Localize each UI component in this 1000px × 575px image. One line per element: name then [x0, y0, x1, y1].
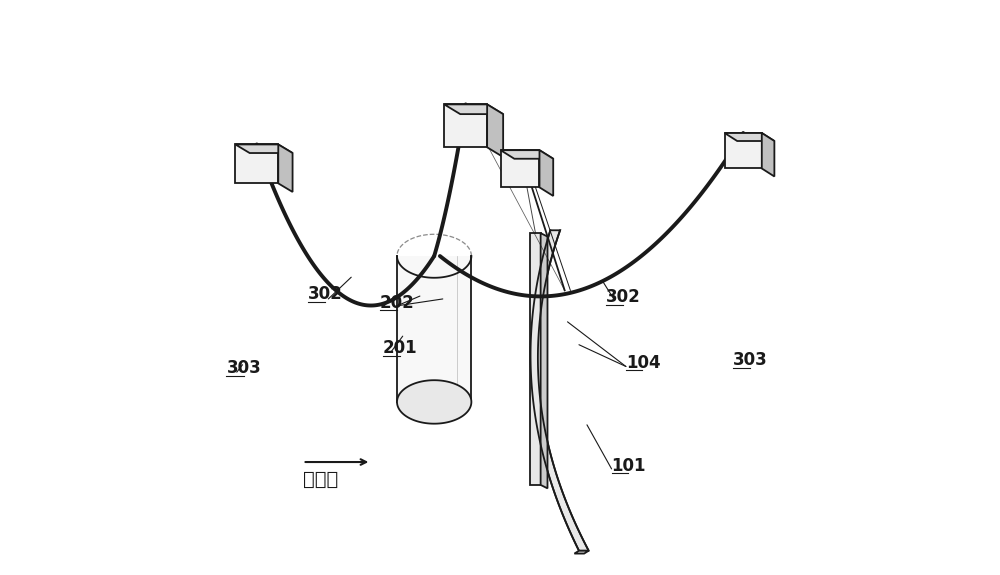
- Text: 101: 101: [612, 457, 646, 474]
- Text: 202: 202: [380, 293, 415, 312]
- Polygon shape: [762, 133, 774, 177]
- Polygon shape: [539, 150, 553, 196]
- Polygon shape: [487, 105, 503, 157]
- Polygon shape: [541, 233, 547, 488]
- Polygon shape: [397, 256, 471, 402]
- Text: 入射波: 入射波: [303, 470, 338, 489]
- Polygon shape: [444, 105, 503, 114]
- Polygon shape: [501, 150, 553, 159]
- Polygon shape: [725, 133, 774, 141]
- Polygon shape: [530, 233, 541, 485]
- Polygon shape: [397, 380, 471, 424]
- Polygon shape: [235, 144, 278, 183]
- Polygon shape: [235, 144, 293, 153]
- Text: 303: 303: [226, 359, 261, 377]
- Polygon shape: [501, 150, 539, 187]
- Text: 104: 104: [626, 354, 661, 371]
- Polygon shape: [725, 133, 762, 168]
- Text: 303: 303: [733, 351, 768, 369]
- Text: 302: 302: [606, 288, 641, 306]
- Polygon shape: [531, 230, 589, 551]
- Text: 302: 302: [308, 285, 343, 303]
- Polygon shape: [444, 105, 487, 147]
- Text: 201: 201: [383, 339, 417, 357]
- Polygon shape: [574, 551, 589, 554]
- Polygon shape: [278, 144, 293, 192]
